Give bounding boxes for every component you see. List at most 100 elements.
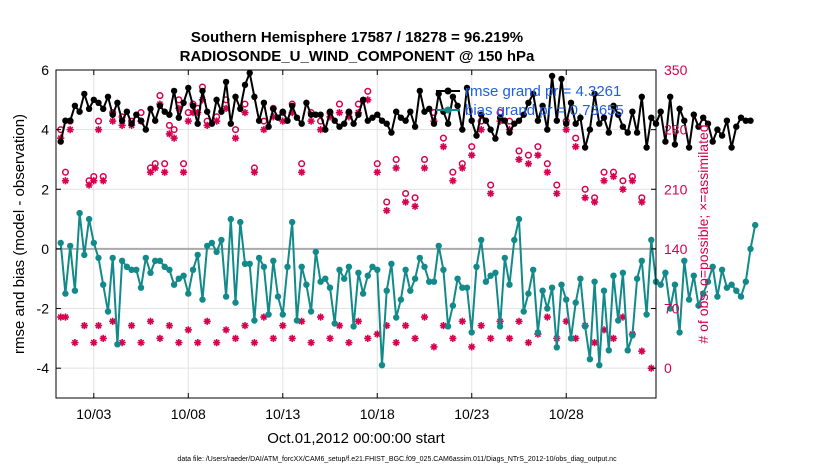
obs-assimilated-point	[316, 313, 325, 321]
obs-star-stroke	[600, 177, 608, 184]
rmse-point	[737, 114, 745, 121]
rmse-point	[326, 108, 334, 115]
obs-assimilated-point	[420, 164, 429, 172]
obs-possible-point	[156, 92, 164, 100]
bias-point	[204, 242, 211, 250]
bias-point	[298, 263, 305, 270]
rmse-point	[548, 72, 556, 80]
rmse-point	[222, 78, 230, 86]
bias-point	[114, 341, 121, 348]
obs-assimilated-point	[165, 130, 173, 138]
obs-star-stroke	[364, 96, 371, 103]
bias-point	[402, 266, 409, 273]
bias-point	[539, 287, 546, 294]
obs-star-stroke	[232, 335, 239, 342]
obs-star-stroke	[544, 313, 551, 321]
rmse-point	[478, 111, 485, 118]
bias-point	[359, 290, 367, 297]
legend-bias-marker	[444, 106, 452, 114]
bias-point	[166, 266, 173, 273]
rmse-point	[341, 120, 348, 127]
rmse-point	[742, 117, 749, 124]
rmse-point	[81, 90, 88, 98]
rmse-point	[76, 108, 83, 115]
bias-point	[676, 329, 683, 336]
bias-point	[383, 287, 390, 294]
bias-point	[317, 278, 324, 285]
bias-point	[137, 284, 145, 291]
obs-star-stroke	[374, 330, 381, 338]
bias-point	[341, 275, 348, 282]
obs-assimilated-point	[572, 334, 580, 342]
rmse-point	[393, 108, 400, 115]
bias-line	[59, 212, 757, 366]
bias-point	[463, 284, 471, 291]
bias-point	[85, 215, 93, 223]
bias-point	[671, 281, 679, 288]
rmse-point	[747, 117, 754, 124]
x-tick-label: 10/03	[76, 406, 111, 422]
obs-assimilated-point	[326, 334, 334, 342]
bias-point	[648, 236, 655, 244]
rmse-point	[364, 117, 371, 124]
rmse-point	[643, 144, 650, 151]
obs-star-stroke	[90, 339, 97, 346]
rmse-point	[251, 93, 258, 101]
obs-assimilated-point	[411, 202, 419, 210]
rmse-point	[619, 123, 627, 130]
obs-assimilated-point	[364, 334, 372, 342]
obs-star-stroke	[260, 126, 267, 133]
bias-point	[714, 293, 721, 300]
obs-assimilated-point	[151, 164, 159, 172]
bias-point	[355, 269, 362, 276]
obs-star-stroke	[308, 339, 315, 346]
obs-assimilated-point	[279, 321, 287, 330]
legend: rmse grand pr = 4.3261 bias grand pr = 0…	[436, 83, 624, 119]
obs-possible-point	[392, 155, 400, 164]
rmse-point	[345, 108, 353, 115]
obs-assimilated-point	[402, 198, 410, 206]
obs-assimilated-point	[66, 126, 74, 134]
y-tick-label: 2	[41, 181, 49, 197]
obs-assimilated-point	[411, 334, 419, 342]
obs-star-stroke	[582, 194, 589, 201]
obs-star-stroke	[100, 177, 107, 184]
bias-point	[147, 269, 154, 276]
bias-point	[624, 347, 631, 354]
bias-point	[284, 263, 291, 270]
y-axis-left-ticks: -4 -2 0 2 4 6	[37, 62, 61, 376]
obs-star-stroke	[591, 198, 598, 206]
bias-point	[260, 263, 268, 270]
rmse-point	[85, 105, 93, 113]
obs-possible-point	[553, 181, 561, 189]
obs-star-stroke	[619, 186, 627, 193]
bias-point	[293, 317, 301, 324]
obs-assimilated-point	[71, 339, 79, 347]
bias-point	[685, 296, 693, 303]
bias-point	[482, 278, 490, 285]
bias-point	[530, 266, 537, 273]
obs-assimilated-point	[298, 168, 306, 176]
obs-assimilated-point	[619, 185, 627, 193]
rmse-point	[241, 81, 249, 89]
obs-assimilated-point	[524, 339, 533, 347]
obs-assimilated-point	[156, 334, 164, 342]
obs-assimilated-point	[449, 334, 457, 342]
rmse-point	[520, 111, 527, 118]
bias-point	[118, 257, 126, 264]
rmse-point	[435, 90, 442, 98]
obs-assimilated-point	[90, 177, 98, 185]
rmse-point	[274, 114, 282, 121]
bias-point	[591, 278, 598, 285]
rmse-series	[57, 69, 754, 151]
obs-star-stroke	[170, 135, 178, 142]
rmse-point	[515, 117, 523, 124]
obs-star-stroke	[175, 339, 182, 346]
rmse-point	[317, 111, 324, 118]
obs-star-stroke	[270, 335, 277, 342]
rmse-point	[700, 114, 707, 121]
bias-point	[657, 281, 664, 288]
rmse-point	[128, 120, 135, 127]
obs-star-stroke	[289, 335, 296, 342]
obs-assimilated-point	[231, 134, 240, 142]
